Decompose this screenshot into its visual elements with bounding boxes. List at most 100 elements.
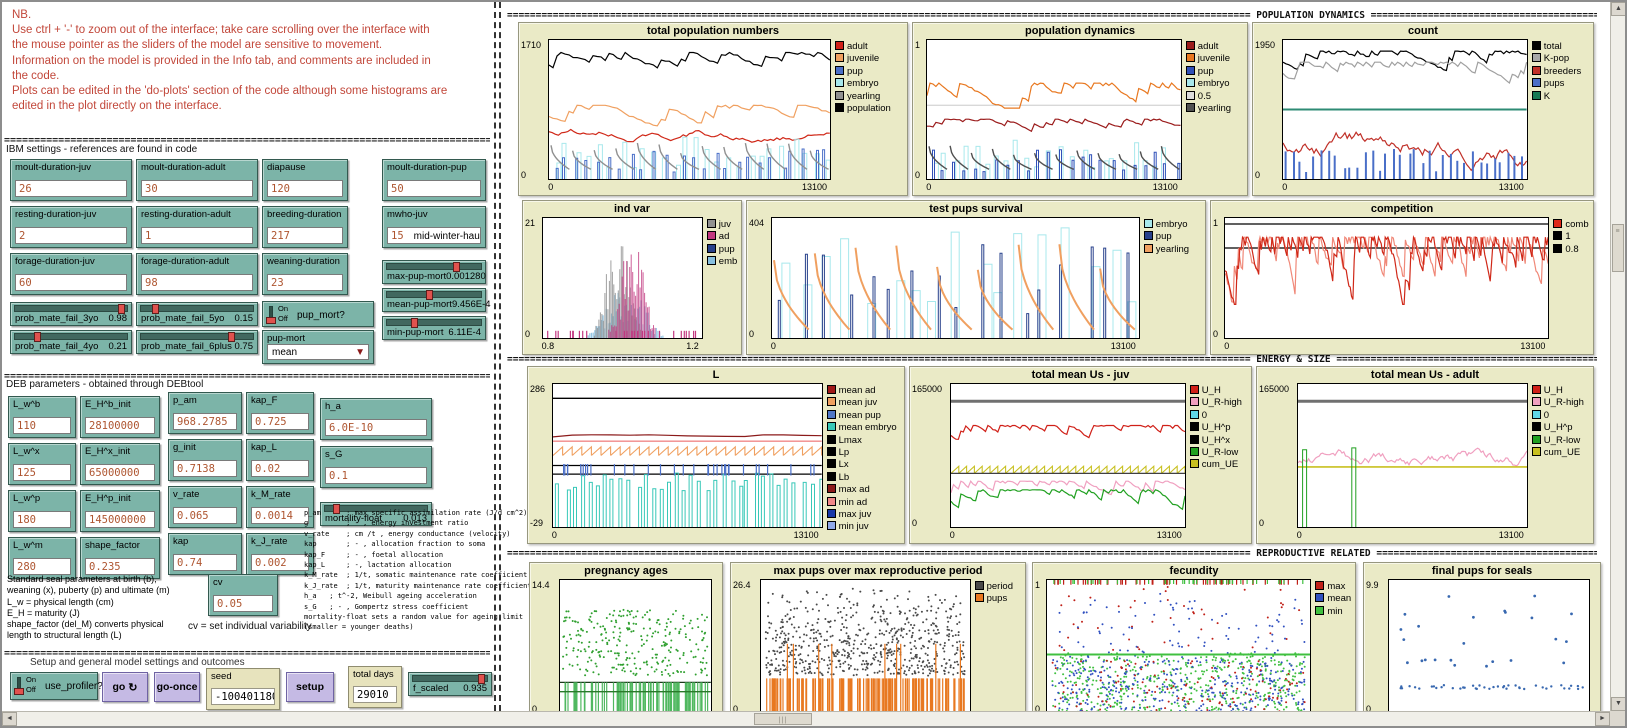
plot-graph-area [1046, 579, 1312, 711]
slider-handle[interactable] [333, 504, 341, 514]
input-field[interactable]: 23 [267, 274, 343, 291]
slider-handle[interactable] [118, 304, 126, 314]
legend-item: max [1315, 581, 1351, 592]
scroll-right-arrow-icon[interactable]: ► [1595, 712, 1610, 726]
section-header-energy-size: ========================================… [507, 354, 1597, 365]
switch-groove[interactable] [14, 677, 24, 695]
slider-mortality-float[interactable]: mortality-float 0.013 [320, 502, 432, 526]
vertical-scroll-thumb[interactable]: ≡ [1612, 224, 1624, 272]
switch-knob[interactable] [266, 317, 276, 324]
input-field[interactable]: 180 [13, 511, 71, 528]
slider-prob_mate_fail_3yo[interactable]: prob_mate_fail_3yo 0.98 [10, 302, 132, 326]
slider-max-pup-mort[interactable]: max-pup-mort 0.001280 [382, 260, 486, 284]
input-moult-duration-pup: moult-duration-pup 50 [382, 159, 486, 201]
slider-handle[interactable] [34, 332, 42, 342]
scroll-left-arrow-icon[interactable]: ◄ [2, 712, 17, 726]
input-field[interactable]: 50 [387, 180, 481, 197]
slider-track[interactable] [386, 290, 482, 300]
y-axis-max-label: 286 [530, 384, 546, 394]
plot-graph-area [541, 217, 703, 339]
slider-min-pup-mort[interactable]: min-pup-mort 6.11E-4 [382, 316, 486, 340]
input-field[interactable]: 120 [267, 180, 343, 197]
input-field[interactable]: 0.002 [251, 554, 309, 571]
input-field[interactable]: 217 [267, 227, 343, 244]
scroll-down-arrow-icon[interactable]: ▼ [1611, 697, 1625, 711]
input-field[interactable]: 6.0E-10 [325, 419, 427, 436]
input-field[interactable]: 0.7138 [173, 460, 237, 477]
input-field[interactable]: 0.74 [173, 554, 237, 571]
chooser-field[interactable]: mean ▼ [267, 344, 369, 360]
go-once-button[interactable]: go-once [154, 672, 200, 702]
input-field[interactable]: 28100000 [85, 417, 155, 434]
slider-track[interactable] [386, 318, 482, 328]
legend-item: max juv [826, 509, 900, 520]
input-field[interactable]: 26 [15, 180, 127, 197]
input-field[interactable]: 65000000 [85, 464, 155, 481]
slider-f_scaled[interactable]: f_scaled 0.935 [408, 672, 492, 696]
setup-button[interactable]: setup [286, 672, 334, 702]
legend-item: pup [835, 65, 903, 77]
y-axis-max-label: 1 [1213, 218, 1219, 228]
chooser-pup-mort[interactable]: pup-mort mean ▼ [262, 330, 374, 364]
slider-track[interactable] [14, 332, 128, 342]
input-field[interactable]: 30 [141, 180, 253, 197]
legend-color-swatch [1531, 397, 1541, 407]
input-field[interactable]: 280 [13, 558, 71, 575]
input-field[interactable]: 60 [15, 274, 127, 291]
plot-title: pregnancy ages [584, 565, 668, 577]
slider-handle[interactable] [478, 674, 486, 684]
input-field[interactable]: 0.0014 [251, 507, 309, 524]
slider-track[interactable] [324, 504, 428, 514]
go-button[interactable]: go ↻ [102, 672, 148, 702]
horizontal-scroll-thumb[interactable]: ||| [754, 713, 812, 725]
switch-knob[interactable] [14, 688, 24, 695]
scroll-up-arrow-icon[interactable]: ▲ [1611, 2, 1625, 16]
input-field[interactable]: 2 [15, 227, 127, 244]
cv-caption: cv = set individual variability [188, 621, 312, 632]
switch-groove[interactable] [266, 306, 276, 324]
legend-color-swatch [1189, 409, 1199, 419]
legend-color-swatch [1531, 447, 1541, 456]
input-field[interactable]: 968.2785 [173, 413, 237, 430]
slider-handle[interactable] [426, 290, 434, 300]
input-field[interactable]: 0.02 [251, 460, 309, 477]
input-field[interactable]: 0.05 [213, 595, 273, 612]
slider-prob_mate_fail_5yo[interactable]: prob_mate_fail_5yo 0.15 [136, 302, 258, 326]
legend-item: K [1531, 90, 1589, 102]
slider-track[interactable] [140, 332, 254, 342]
input-field[interactable]: 1 [141, 227, 253, 244]
input-field[interactable]: 125 [13, 464, 71, 481]
slider-handle[interactable] [228, 332, 236, 342]
slider-value: 0.15 [234, 313, 254, 324]
slider-track[interactable] [412, 674, 488, 684]
seed-field[interactable]: -1004011805 [211, 688, 275, 705]
switch-use_profiler[interactable]: On Off use_profiler? [10, 672, 103, 700]
slider-track[interactable] [140, 304, 254, 314]
slider-track[interactable] [14, 304, 128, 314]
legend-item: K-pop [1531, 53, 1589, 64]
slider-mean-pup-mort[interactable]: mean-pup-mort 9.456E-4 [382, 288, 491, 312]
input-forage-duration-adult: forage-duration-adult 98 [136, 253, 258, 295]
x-axis-min-label: 0 [926, 182, 932, 192]
input-field[interactable]: 98 [141, 274, 253, 291]
input-field[interactable]: 0.1 [325, 467, 427, 484]
legend-item: total [1531, 41, 1589, 52]
input-kap_F: kap_F 0.725 [246, 392, 314, 434]
input-field[interactable]: 0.725 [251, 413, 309, 430]
input-field[interactable]: 145000000 [85, 511, 155, 528]
horizontal-scrollbar[interactable]: ◄ ► ||| [2, 711, 1610, 726]
input-field[interactable]: 110 [13, 417, 71, 434]
vertical-scrollbar[interactable]: ▲ ▼ ≡ [1610, 2, 1625, 711]
switch-pup_mort[interactable]: On Off pup_mort? [262, 301, 374, 327]
slider-handle[interactable] [411, 318, 419, 328]
input-field[interactable]: 0.235 [85, 558, 155, 575]
slider-prob_mate_fail_6plus[interactable]: prob_mate_fail_6plus 0.75 [136, 330, 258, 354]
legend-item: U_H [1189, 385, 1247, 396]
slider-prob_mate_fail_4yo[interactable]: prob_mate_fail_4yo 0.21 [10, 330, 132, 354]
input-field[interactable]: 0.065 [173, 507, 237, 524]
slider-handle[interactable] [452, 262, 460, 272]
slider-track[interactable] [386, 262, 482, 272]
slider-handle[interactable] [152, 304, 160, 314]
dropdown-arrow-icon[interactable]: ▼ [355, 347, 365, 358]
